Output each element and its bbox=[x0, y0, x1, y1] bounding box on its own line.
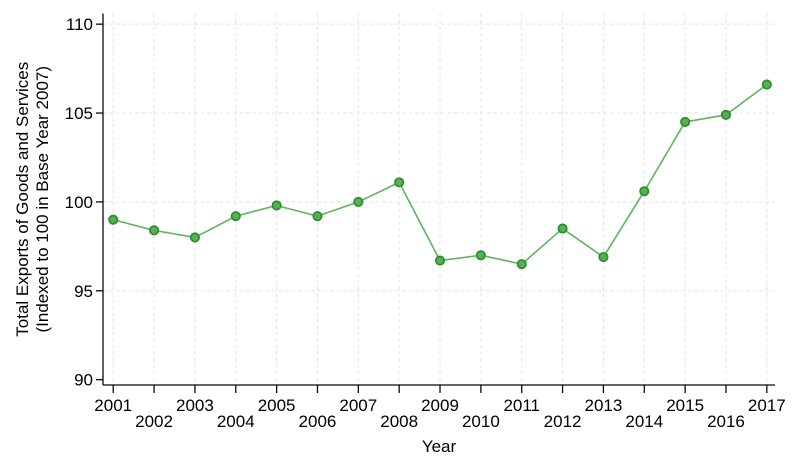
data-point-2012 bbox=[557, 223, 568, 234]
y-tick-label: 95 bbox=[74, 282, 93, 301]
x-tick-label: 2009 bbox=[421, 396, 459, 415]
x-tick-label: 2017 bbox=[748, 396, 786, 415]
x-tick-label: 2003 bbox=[176, 396, 214, 415]
x-tick-label: 2004 bbox=[217, 412, 255, 431]
y-tick-label: 90 bbox=[74, 371, 93, 390]
x-tick-label: 2005 bbox=[258, 396, 296, 415]
gridlines bbox=[103, 13, 775, 385]
data-points bbox=[108, 79, 772, 270]
data-point-2007 bbox=[353, 196, 364, 207]
y-axis-ticks: 90 95 100 105 110 bbox=[65, 15, 103, 390]
data-point-2017 bbox=[761, 79, 772, 90]
data-point-2009 bbox=[434, 255, 446, 266]
x-tick-label: 2007 bbox=[339, 396, 377, 415]
y-axis-title-line2: (Indexed to 100 in Base Year 2007) bbox=[33, 66, 52, 333]
data-point-2004 bbox=[230, 211, 241, 222]
x-tick-label: 2012 bbox=[544, 412, 582, 431]
x-tick-label: 2013 bbox=[585, 396, 623, 415]
data-point-2014 bbox=[639, 186, 650, 197]
x-axis-ticks: 2001200220032004200520062007200820092010… bbox=[94, 385, 786, 431]
data-point-2015 bbox=[680, 116, 691, 127]
data-point-2013 bbox=[598, 251, 609, 263]
y-tick-label: 105 bbox=[65, 104, 93, 123]
data-point-2008 bbox=[394, 177, 405, 188]
x-tick-label: 2008 bbox=[380, 412, 418, 431]
data-point-2016 bbox=[720, 109, 732, 120]
data-point-2001 bbox=[108, 214, 119, 225]
x-tick-label: 2001 bbox=[94, 396, 132, 415]
data-point-2005 bbox=[271, 200, 282, 211]
data-point-2011 bbox=[516, 259, 527, 270]
x-tick-label: 2016 bbox=[707, 412, 745, 431]
x-tick-label: 2010 bbox=[462, 412, 500, 431]
x-tick-label: 2015 bbox=[666, 396, 704, 415]
x-tick-label: 2014 bbox=[625, 412, 663, 431]
axes bbox=[102, 13, 775, 386]
x-tick-label: 2002 bbox=[135, 412, 173, 431]
x-axis-title: Year bbox=[422, 437, 457, 456]
data-point-2010 bbox=[475, 250, 486, 261]
y-axis-title-line1: Total Exports of Goods and Services bbox=[13, 62, 32, 337]
data-point-2006 bbox=[312, 211, 323, 222]
data-point-2002 bbox=[149, 225, 160, 236]
x-tick-label: 2011 bbox=[503, 396, 540, 415]
y-tick-label: 110 bbox=[66, 15, 93, 34]
x-tick-label: 2006 bbox=[299, 412, 337, 431]
y-tick-label: 100 bbox=[65, 193, 93, 212]
data-point-2003 bbox=[189, 232, 200, 243]
